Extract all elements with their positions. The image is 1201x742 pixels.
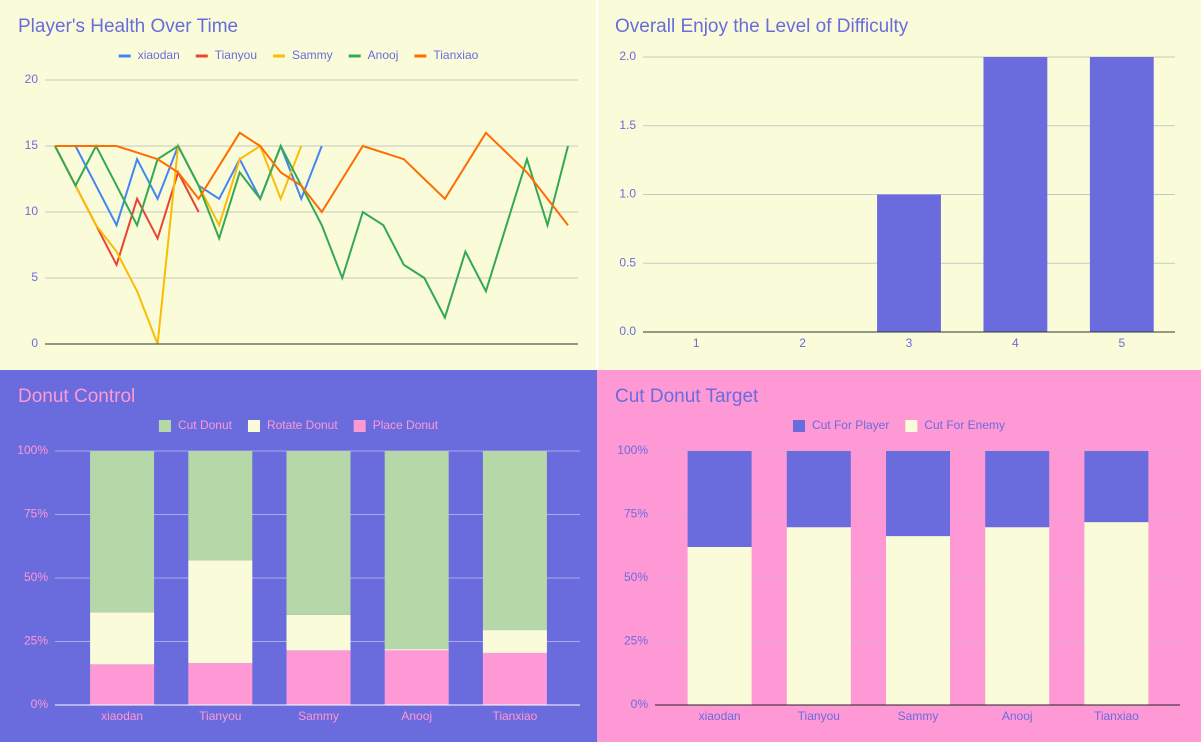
bar-segment bbox=[687, 547, 752, 705]
y-tick-label: 75% bbox=[24, 507, 48, 521]
x-tick-label: 1 bbox=[693, 336, 700, 350]
bar-segment bbox=[384, 649, 449, 651]
x-tick-label: Anooj bbox=[1002, 709, 1033, 723]
y-tick-label: 0 bbox=[31, 336, 38, 350]
bar-segment bbox=[985, 527, 1050, 705]
chart: Cut Donut Target 0% 25% 50% 75% 100% Cut For P… bbox=[615, 386, 1180, 723]
bar bbox=[1089, 57, 1154, 332]
x-tick-label: 3 bbox=[906, 336, 913, 350]
bar-segment bbox=[1084, 522, 1149, 705]
chart: Player's Health Over Time 0 5 10 15 20 xiaodan… bbox=[18, 16, 578, 350]
series-line bbox=[55, 131, 569, 226]
x-tick-label: xiaodan bbox=[699, 709, 741, 723]
y-tick-label: 15 bbox=[25, 138, 39, 152]
bar-segment bbox=[286, 451, 351, 615]
chart-title: Player's Health Over Time bbox=[18, 16, 238, 37]
legend: Cut For Player Cut For Enemy bbox=[792, 418, 1005, 432]
y-tick-label: 25% bbox=[624, 634, 648, 648]
chart: Overall Enjoy the Level of Difficulty 0.0… bbox=[615, 16, 1175, 350]
y-tick-label: 0% bbox=[31, 697, 49, 711]
legend-swatch bbox=[905, 420, 918, 432]
bar-segment bbox=[90, 612, 155, 665]
legend: xiaodan Tianyou Sammy Anooj Tianxiao bbox=[118, 48, 479, 62]
legend-swatch bbox=[247, 420, 260, 432]
y-tick-label: 100% bbox=[17, 443, 48, 457]
bar-segment bbox=[482, 630, 547, 653]
x-tick-label: Tianyou bbox=[798, 709, 840, 723]
bar-segment bbox=[90, 664, 155, 705]
y-tick-label: 75% bbox=[624, 507, 648, 521]
bar-segment bbox=[188, 451, 253, 561]
legend-label: Cut For Enemy bbox=[924, 418, 1005, 432]
y-tick-label: 0.0 bbox=[619, 324, 636, 338]
bar-segment bbox=[188, 560, 253, 664]
legend-label: Cut Donut bbox=[178, 418, 233, 432]
x-tick-label: 5 bbox=[1118, 336, 1125, 350]
y-tick-label: 0.5 bbox=[619, 255, 636, 269]
bar-segment bbox=[188, 663, 253, 705]
x-tick-label: Sammy bbox=[898, 709, 939, 723]
y-tick-label: 5 bbox=[31, 270, 38, 284]
x-tick-label: Anooj bbox=[401, 709, 432, 723]
chart-title: Overall Enjoy the Level of Difficulty bbox=[615, 16, 909, 37]
y-tick-label: 0% bbox=[631, 697, 649, 711]
legend: Cut Donut Rotate Donut Place Donut bbox=[158, 418, 439, 432]
legend-label: Sammy bbox=[292, 48, 333, 62]
legend-swatch bbox=[353, 420, 366, 432]
bar-segment bbox=[384, 650, 449, 705]
x-tick-label: xiaodan bbox=[101, 709, 143, 723]
y-tick-label: 20 bbox=[25, 72, 39, 86]
bar-segment bbox=[687, 451, 752, 548]
bar-segment bbox=[1084, 451, 1149, 523]
bar-segment bbox=[985, 451, 1050, 528]
legend-label: Tianyou bbox=[215, 48, 257, 62]
x-tick-label: 2 bbox=[799, 336, 806, 350]
y-tick-label: 1.0 bbox=[619, 187, 636, 201]
bar-segment bbox=[384, 451, 449, 650]
y-tick-label: 50% bbox=[624, 570, 648, 584]
y-tick-label: 1.5 bbox=[619, 118, 636, 132]
series-line bbox=[54, 143, 569, 321]
y-tick-label: 100% bbox=[617, 443, 648, 457]
x-tick-label: Tianxiao bbox=[492, 709, 537, 723]
legend-label: Anooj bbox=[368, 48, 399, 62]
bar-segment bbox=[482, 652, 547, 705]
y-tick-label: 2.0 bbox=[619, 49, 636, 63]
y-tick-label: 50% bbox=[24, 570, 48, 584]
chart: Donut Control 0% 25% 50% 75% 100% Cut Donut Rot… bbox=[17, 386, 580, 723]
x-tick-label: Tianyou bbox=[199, 709, 241, 723]
x-tick-label: 4 bbox=[1012, 336, 1019, 350]
bar-segment bbox=[886, 536, 950, 705]
bar bbox=[983, 57, 1048, 332]
bar bbox=[877, 194, 941, 332]
chart-title: Donut Control bbox=[18, 386, 135, 407]
bar-segment bbox=[286, 650, 351, 705]
legend-swatch bbox=[158, 420, 171, 432]
legend-label: Cut For Player bbox=[812, 418, 889, 432]
legend-label: Rotate Donut bbox=[267, 418, 338, 432]
bar-segment bbox=[786, 527, 851, 705]
legend-label: xiaodan bbox=[138, 48, 180, 62]
bar-segment bbox=[886, 451, 950, 537]
legend-label: Tianxiao bbox=[433, 48, 478, 62]
x-tick-label: Sammy bbox=[298, 709, 339, 723]
chart-title: Cut Donut Target bbox=[615, 386, 759, 407]
y-tick-label: 25% bbox=[24, 634, 48, 648]
legend-swatch bbox=[792, 420, 805, 432]
legend-label: Place Donut bbox=[373, 418, 439, 432]
bar-segment bbox=[90, 451, 155, 613]
bar-segment bbox=[786, 451, 851, 528]
bar-segment bbox=[286, 614, 351, 651]
y-tick-label: 10 bbox=[25, 204, 39, 218]
x-tick-label: Tianxiao bbox=[1094, 709, 1139, 723]
bar-segment bbox=[482, 451, 547, 631]
